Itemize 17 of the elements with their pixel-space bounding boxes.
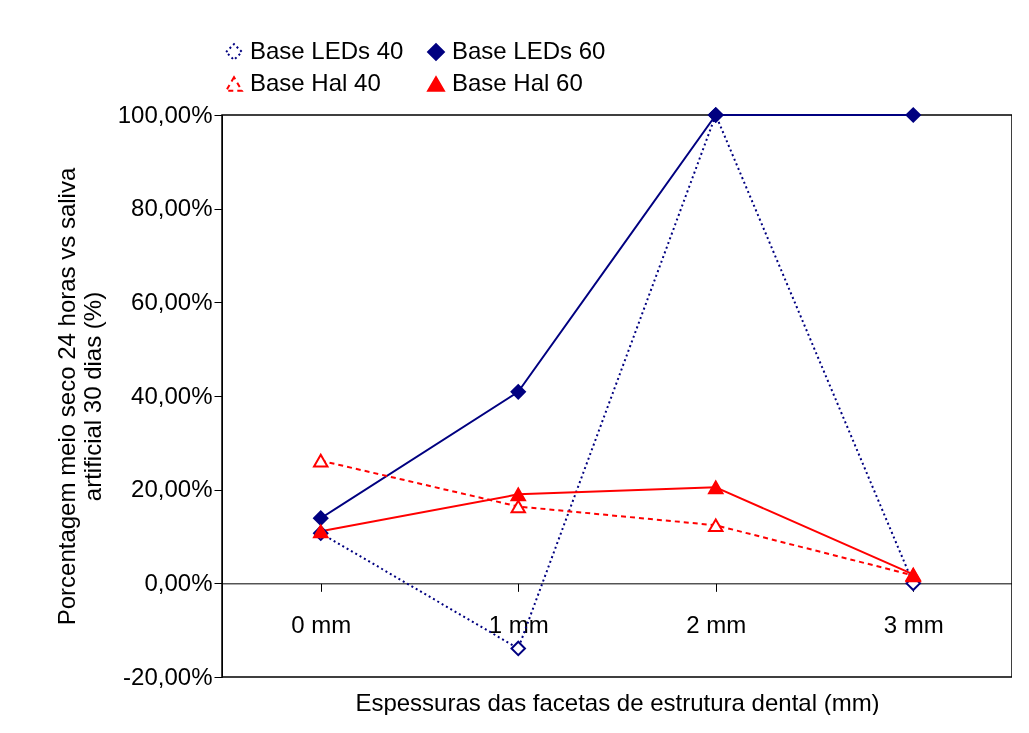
legend-label: Base LEDs 40 (250, 37, 404, 64)
y-tick-label: 0,00% (144, 568, 213, 596)
y-tick-label: 80,00% (131, 194, 213, 222)
y-tick-label: 100,00% (117, 100, 213, 128)
legend-label: Base Hal 60 (452, 69, 583, 96)
y-axis-title: Porcentagem meio seco 24 horas vs saliva artificial 30 dias (%) (52, 167, 106, 626)
x-tick-label: 3 mm (883, 610, 944, 638)
x-tick-label: 0 mm (291, 610, 352, 638)
x-tick-label: 1 mm (488, 610, 549, 638)
x-axis-title: Espessuras das facetas de estrutura dental (mm) (355, 688, 880, 716)
legend-label: Base LEDs 60 (452, 37, 606, 64)
y-tick-label: 20,00% (131, 475, 213, 503)
y-tick-label: -20,00% (123, 662, 213, 690)
x-tick-label: 2 mm (686, 610, 747, 638)
legend-label: Base Hal 40 (250, 69, 381, 96)
y-tick-label: 40,00% (131, 381, 213, 409)
y-tick-label: 60,00% (131, 287, 213, 315)
